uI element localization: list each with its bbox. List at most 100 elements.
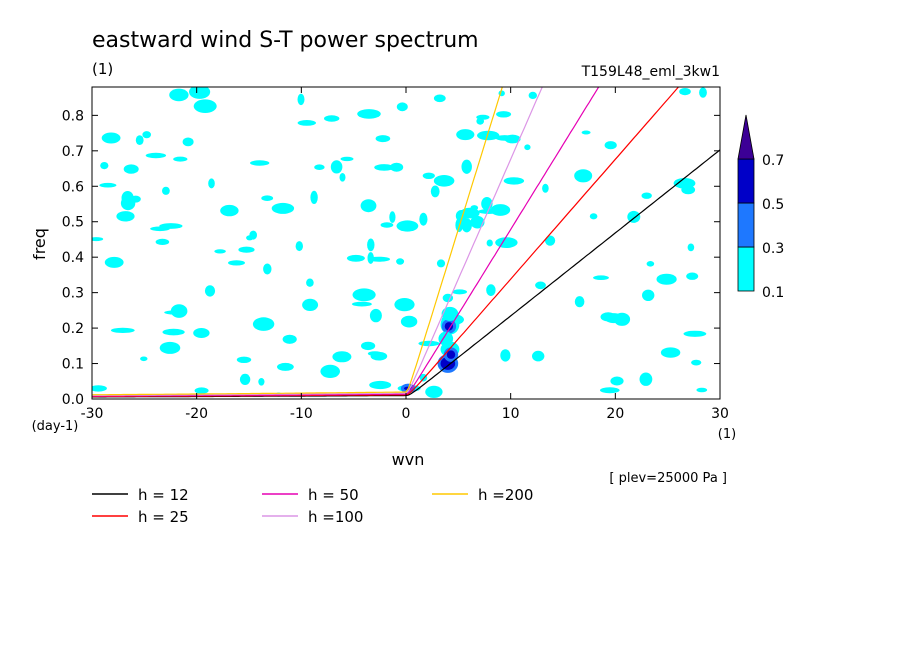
contour-patch (361, 341, 376, 351)
contour-patch (140, 356, 148, 362)
contour-patch (542, 183, 549, 193)
contour-patch (250, 160, 270, 166)
y-tick-label: 0.4 (62, 250, 84, 266)
contour-patch (261, 195, 274, 201)
legend-label: h = 12 (138, 486, 189, 504)
contour-patch (641, 192, 652, 199)
dispersion-curve (92, 87, 543, 396)
contour-patch (101, 132, 121, 144)
contour-patch (452, 289, 467, 295)
contour-patch (436, 259, 446, 268)
legend-label: h =100 (308, 508, 363, 526)
contour-patch (367, 238, 375, 252)
contour-patch (446, 350, 456, 359)
contour-patch (116, 211, 135, 222)
contour-patch (699, 87, 707, 98)
legend-label: h = 25 (138, 508, 189, 526)
x-tick-label: 20 (606, 406, 624, 422)
y-tick-label: 0.2 (62, 321, 84, 337)
colorbar-label: 0.1 (762, 285, 784, 301)
contour-patch (430, 185, 440, 198)
contour-patch (369, 380, 392, 390)
contour-patch (145, 152, 167, 159)
contour-patch (110, 327, 135, 333)
contour-patch (581, 130, 591, 135)
contour-patch (422, 172, 435, 179)
contour-patch (396, 220, 419, 232)
contour-patch (346, 254, 365, 262)
dispersion-curve (92, 149, 720, 398)
contour-patch (367, 252, 374, 264)
contour-patch (486, 239, 493, 247)
contour-patch (687, 243, 695, 252)
units-left: (1) (92, 60, 113, 78)
colorbar-segment (737, 246, 755, 292)
contour-patch (208, 178, 215, 189)
contour-patch (220, 204, 239, 217)
contour-patch (142, 131, 151, 139)
contour-patch (610, 376, 624, 386)
contour-patch (375, 135, 391, 143)
contour-patch (135, 135, 144, 146)
experiment-label: T159L48_eml_3kw1 (581, 64, 720, 80)
contour-patch (204, 285, 216, 297)
contour-patch (545, 235, 556, 246)
x-tick-label: 0 (402, 406, 411, 422)
contour-patch (339, 173, 346, 182)
contour-patch (155, 238, 170, 245)
contour-patch (238, 246, 255, 253)
contour-patch (589, 213, 598, 220)
contour-patch (686, 272, 699, 280)
y-axis-label: freq (30, 228, 49, 260)
contour-patch (367, 351, 382, 356)
contour-patch (425, 385, 443, 398)
contour-patch (100, 162, 109, 170)
contour-patch (438, 331, 454, 346)
contour-patch (297, 93, 305, 106)
contour-patch (433, 94, 446, 103)
contour-patch (374, 164, 395, 171)
contour-patch (673, 178, 696, 189)
contour-patch (252, 317, 275, 331)
contour-patch (683, 330, 707, 337)
contour-patch (574, 169, 593, 183)
contour-patch (419, 212, 428, 226)
contour-patch (173, 156, 188, 162)
contour-patch (476, 117, 485, 125)
contour-patch (330, 160, 343, 174)
colorbar-label: 0.5 (762, 197, 784, 213)
contour-patch (258, 378, 265, 386)
colorbar-label: 0.3 (762, 241, 784, 257)
contour-patch (477, 130, 500, 141)
y-tick-label: 0.7 (62, 144, 84, 160)
contour-patch (320, 364, 341, 378)
contour-patch (660, 347, 681, 358)
x-tick-label: 30 (711, 406, 729, 422)
contour-patch (239, 373, 251, 385)
contour-patch (574, 296, 585, 308)
contour-patch (360, 199, 377, 213)
contour-patch (535, 281, 546, 290)
contour-patch (310, 190, 318, 204)
contour-patch (193, 328, 210, 338)
contour-patch (696, 387, 708, 393)
x-axis-units: (1) (718, 427, 736, 442)
contour-patch (92, 385, 107, 392)
contour-patch (390, 162, 404, 172)
contour-patch (400, 315, 418, 328)
contour-patch (324, 115, 340, 122)
contour-fill-layer (92, 87, 708, 398)
contour-patch (170, 304, 188, 318)
colorbar-segment (737, 158, 755, 204)
contour-patch (470, 205, 479, 211)
contour-patch (228, 260, 245, 266)
dispersion-curve (92, 87, 600, 397)
contour-patch (263, 263, 272, 275)
contour-patch (461, 218, 472, 233)
contour-patch (297, 120, 316, 126)
contour-patch (214, 249, 226, 254)
colorbar-segment (737, 202, 755, 248)
contour-patch (389, 211, 396, 223)
contour-patch (236, 356, 252, 363)
